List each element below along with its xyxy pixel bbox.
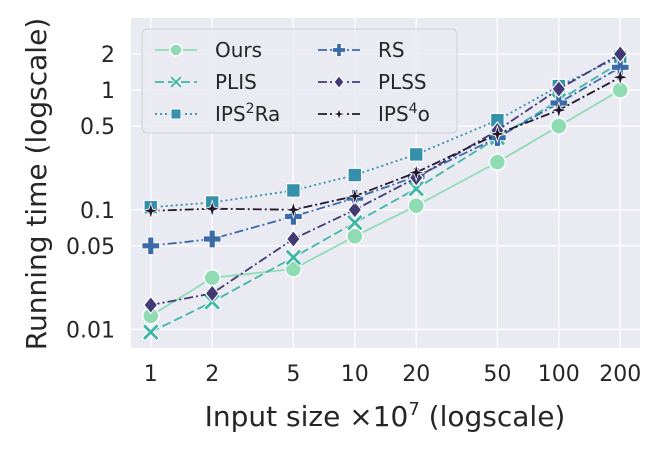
data-point-plss xyxy=(204,284,220,303)
legend-label-ours: Ours xyxy=(215,38,262,62)
x-axis-label-exponent: 7 xyxy=(408,399,419,420)
data-point-ips4o xyxy=(345,186,365,206)
y-tick-label: 0.1 xyxy=(80,199,115,224)
y-tick-label: 1 xyxy=(101,79,115,104)
data-point-rs xyxy=(141,236,161,256)
x-axis-label-main: Input size ×10 xyxy=(205,400,409,433)
x-tick-label: 100 xyxy=(538,362,580,387)
x-tick-label: 1 xyxy=(144,362,158,387)
legend-label-ips2ra: IPS2Ra xyxy=(215,101,280,126)
legend-label-plss: PLSS xyxy=(378,70,427,94)
series-line-plis xyxy=(150,61,621,333)
legend-label-main: IPS xyxy=(378,102,409,126)
legend-marker-ips2ra xyxy=(170,108,182,120)
legend-label-main: PLSS xyxy=(378,70,427,94)
data-point-ours xyxy=(346,227,364,246)
data-point-ips2ra xyxy=(408,147,424,162)
series-line-ours xyxy=(150,89,621,317)
series-layer xyxy=(141,44,630,342)
series-ips4o xyxy=(141,67,630,221)
data-point-ips4o xyxy=(549,100,569,120)
legend-entry-plss: PLSS xyxy=(318,70,427,94)
x-axis-label: Input size ×107 (logscale) xyxy=(205,399,566,433)
series-line-plss xyxy=(150,53,621,306)
data-point-plss xyxy=(347,200,363,220)
legend-entry-ips4o: IPS4o xyxy=(318,101,430,126)
legend-label-main: PLIS xyxy=(215,70,257,94)
legend-entry-ours: Ours xyxy=(155,38,262,62)
x-tick-label: 50 xyxy=(483,362,511,387)
data-point-ours xyxy=(203,269,221,287)
y-tick-label: 0.05 xyxy=(66,235,115,260)
legend-entry-plis: PLIS xyxy=(155,70,257,94)
data-point-plis xyxy=(345,213,364,232)
data-point-ips4o xyxy=(487,124,507,144)
data-point-ours xyxy=(488,153,507,171)
series-ours xyxy=(142,81,629,325)
data-point-plss xyxy=(143,295,159,315)
series-line-rs xyxy=(150,66,621,247)
legend-marker-ips4o xyxy=(331,106,347,122)
y-tick-label: 0.01 xyxy=(66,318,115,343)
data-point-ips2ra xyxy=(347,167,363,183)
legend-entry-rs: RS xyxy=(318,38,405,62)
data-point-plss xyxy=(612,44,628,64)
legend-label-ips4o: IPS4o xyxy=(378,101,430,126)
x-axis-label-suffix: (logscale) xyxy=(420,400,566,433)
legend-label-rs: RS xyxy=(378,38,405,62)
legend-entry-ips2ra: IPS2Ra xyxy=(155,101,280,126)
legend-label-tail: o xyxy=(418,102,430,126)
x-tick-label: 2 xyxy=(205,362,219,387)
data-point-ips4o xyxy=(141,201,161,221)
data-point-plss xyxy=(285,229,301,249)
data-point-ips4o xyxy=(610,67,630,87)
legend-marker-ours xyxy=(169,43,183,57)
legend-label-main: IPS xyxy=(215,102,246,126)
y-axis-label: Running time (logscale) xyxy=(20,18,53,350)
series-line-ips4o xyxy=(150,76,621,212)
data-point-ips4o xyxy=(202,199,222,219)
data-point-plis xyxy=(141,323,160,342)
data-point-ours xyxy=(550,117,568,135)
data-point-ips4o xyxy=(283,200,303,220)
x-tick-label: 10 xyxy=(341,362,369,387)
data-point-ours xyxy=(284,260,303,278)
data-point-plss xyxy=(551,79,567,99)
legend-label-superscript: 4 xyxy=(409,101,418,117)
y-tick-label: 0.5 xyxy=(80,115,115,140)
data-point-ours xyxy=(407,197,425,215)
data-point-ips2ra xyxy=(285,183,301,198)
x-tick-label: 5 xyxy=(286,362,300,387)
tick-labels: 1 2 5 10 20 50 100 200 0.01 0.05 0.1 0.5 1 2 xyxy=(66,43,641,387)
legend-label-superscript: 2 xyxy=(246,101,255,117)
legend-marker-plss xyxy=(333,74,345,90)
legend-label-plis: PLIS xyxy=(215,70,257,94)
x-tick-label: 20 xyxy=(402,362,430,387)
data-point-rs xyxy=(202,229,222,249)
legend-label-main: RS xyxy=(378,38,405,62)
y-tick-label: 2 xyxy=(101,43,115,68)
x-tick-label: 200 xyxy=(599,362,641,387)
legend-label-tail: Ra xyxy=(255,102,281,126)
data-point-plis xyxy=(284,248,303,267)
legend-label-main: Ours xyxy=(215,38,262,62)
series-line-ips2ra xyxy=(150,55,621,209)
legend-frame xyxy=(141,28,458,134)
data-point-ips4o xyxy=(406,163,426,182)
legend-marker-plis xyxy=(169,75,183,89)
legend-marker-rs xyxy=(331,42,347,58)
